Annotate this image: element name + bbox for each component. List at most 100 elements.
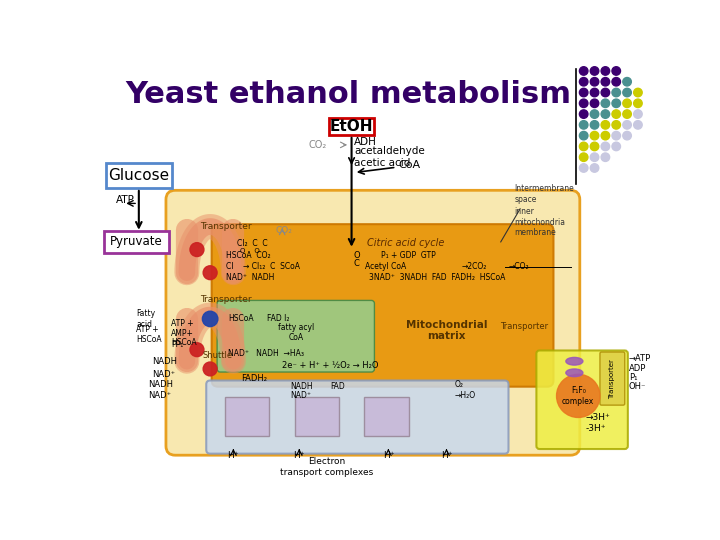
Circle shape xyxy=(601,142,610,151)
Circle shape xyxy=(623,99,631,107)
Text: -3H⁺: -3H⁺ xyxy=(586,424,606,433)
Text: H⁺: H⁺ xyxy=(228,451,239,460)
Text: FADH₂: FADH₂ xyxy=(241,374,267,383)
Text: Cl₂  C  C: Cl₂ C C xyxy=(238,239,268,248)
Text: NADH: NADH xyxy=(290,382,312,391)
Text: NADH: NADH xyxy=(148,380,173,389)
Text: P₁ + GDP  GTP: P₁ + GDP GTP xyxy=(381,251,436,260)
Text: Transporter: Transporter xyxy=(200,295,251,304)
Circle shape xyxy=(634,99,642,107)
FancyBboxPatch shape xyxy=(104,231,169,253)
Text: HSCoA  CO₂: HSCoA CO₂ xyxy=(225,251,270,260)
Text: Electron
transport complexes: Electron transport complexes xyxy=(280,457,373,477)
Text: CoA: CoA xyxy=(398,160,420,170)
Text: Transporter: Transporter xyxy=(500,322,548,331)
Text: NAD⁺  NADH: NAD⁺ NADH xyxy=(225,273,274,282)
Text: NAD⁺: NAD⁺ xyxy=(152,370,175,379)
Circle shape xyxy=(601,120,610,129)
Text: NAD⁺: NAD⁺ xyxy=(290,392,311,400)
Circle shape xyxy=(590,120,599,129)
FancyBboxPatch shape xyxy=(364,397,408,436)
Text: Shuttle: Shuttle xyxy=(203,352,233,360)
Text: NAD⁺: NAD⁺ xyxy=(148,392,171,400)
Text: C: C xyxy=(354,259,359,268)
Text: FAD I₂: FAD I₂ xyxy=(266,314,289,323)
Text: Citric acid cycle: Citric acid cycle xyxy=(367,238,444,248)
FancyBboxPatch shape xyxy=(536,350,628,449)
Circle shape xyxy=(590,131,599,140)
Text: NADH: NADH xyxy=(152,357,177,366)
Text: ADP: ADP xyxy=(629,363,646,373)
Circle shape xyxy=(590,153,599,161)
Circle shape xyxy=(580,99,588,107)
Text: ATP: ATP xyxy=(116,195,135,205)
FancyBboxPatch shape xyxy=(600,352,625,405)
Text: Cl    → Cl₁₂  C  SCoA: Cl → Cl₁₂ C SCoA xyxy=(225,262,300,271)
Text: fatty acyl
CoA: fatty acyl CoA xyxy=(278,323,314,342)
Circle shape xyxy=(612,120,621,129)
Text: →ATP: →ATP xyxy=(629,354,651,363)
FancyBboxPatch shape xyxy=(294,397,339,436)
Text: CO₂: CO₂ xyxy=(308,140,326,150)
Text: acetic acid: acetic acid xyxy=(354,158,410,168)
Circle shape xyxy=(580,120,588,129)
Circle shape xyxy=(590,78,599,86)
Text: 3NAD⁺  3NADH  FAD  FADH₂  HSCoA: 3NAD⁺ 3NADH FAD FADH₂ HSCoA xyxy=(369,273,505,282)
Circle shape xyxy=(590,164,599,172)
Circle shape xyxy=(590,142,599,151)
Text: FAD: FAD xyxy=(330,382,345,391)
Circle shape xyxy=(612,131,621,140)
Text: ADH: ADH xyxy=(354,137,377,147)
Circle shape xyxy=(601,110,610,118)
Text: HSCoA: HSCoA xyxy=(171,338,197,347)
Circle shape xyxy=(612,67,621,75)
Text: Transporter: Transporter xyxy=(200,222,251,231)
Text: inner
mitochondria
membrane: inner mitochondria membrane xyxy=(515,207,566,237)
Circle shape xyxy=(580,110,588,118)
Circle shape xyxy=(580,131,588,140)
Text: Yeast ethanol metabolism: Yeast ethanol metabolism xyxy=(125,79,571,109)
Circle shape xyxy=(612,78,621,86)
Text: F₁F₀
complex: F₁F₀ complex xyxy=(562,386,595,406)
Text: ATP +
AMP+
PP₁: ATP + AMP+ PP₁ xyxy=(171,319,194,349)
Text: OH⁻: OH⁻ xyxy=(629,382,646,391)
Text: →2CO₂: →2CO₂ xyxy=(462,262,487,271)
Circle shape xyxy=(580,88,588,97)
Circle shape xyxy=(580,142,588,151)
Text: CO₂: CO₂ xyxy=(276,226,293,235)
Circle shape xyxy=(623,110,631,118)
Circle shape xyxy=(623,88,631,97)
Circle shape xyxy=(601,131,610,140)
Text: ATP +
HSCoA: ATP + HSCoA xyxy=(137,325,162,344)
FancyBboxPatch shape xyxy=(225,397,269,436)
Circle shape xyxy=(634,110,642,118)
Text: acetaldehyde: acetaldehyde xyxy=(354,146,425,156)
Circle shape xyxy=(580,164,588,172)
Text: Acetyl CoA: Acetyl CoA xyxy=(365,262,406,271)
Text: O: O xyxy=(354,251,360,260)
Circle shape xyxy=(580,67,588,75)
Text: H⁺: H⁺ xyxy=(294,451,305,460)
FancyBboxPatch shape xyxy=(206,381,508,454)
Circle shape xyxy=(612,88,621,97)
Text: Intermembrane
space: Intermembrane space xyxy=(515,184,575,204)
Circle shape xyxy=(634,120,642,129)
Text: Glucose: Glucose xyxy=(108,168,169,183)
Circle shape xyxy=(580,78,588,86)
Text: HSCoA: HSCoA xyxy=(228,314,253,323)
Circle shape xyxy=(203,362,217,376)
FancyBboxPatch shape xyxy=(166,190,580,455)
Text: Mitochondrial
matrix: Mitochondrial matrix xyxy=(406,320,487,341)
Circle shape xyxy=(612,142,621,151)
Circle shape xyxy=(190,343,204,356)
Circle shape xyxy=(623,78,631,86)
Circle shape xyxy=(590,67,599,75)
Text: P₁: P₁ xyxy=(629,373,637,382)
Text: H⁺: H⁺ xyxy=(382,451,394,460)
Circle shape xyxy=(623,131,631,140)
Text: EtOH: EtOH xyxy=(330,119,373,134)
Ellipse shape xyxy=(566,369,583,377)
Circle shape xyxy=(557,374,600,417)
Circle shape xyxy=(203,266,217,280)
Text: →CO₂: →CO₂ xyxy=(508,262,529,271)
